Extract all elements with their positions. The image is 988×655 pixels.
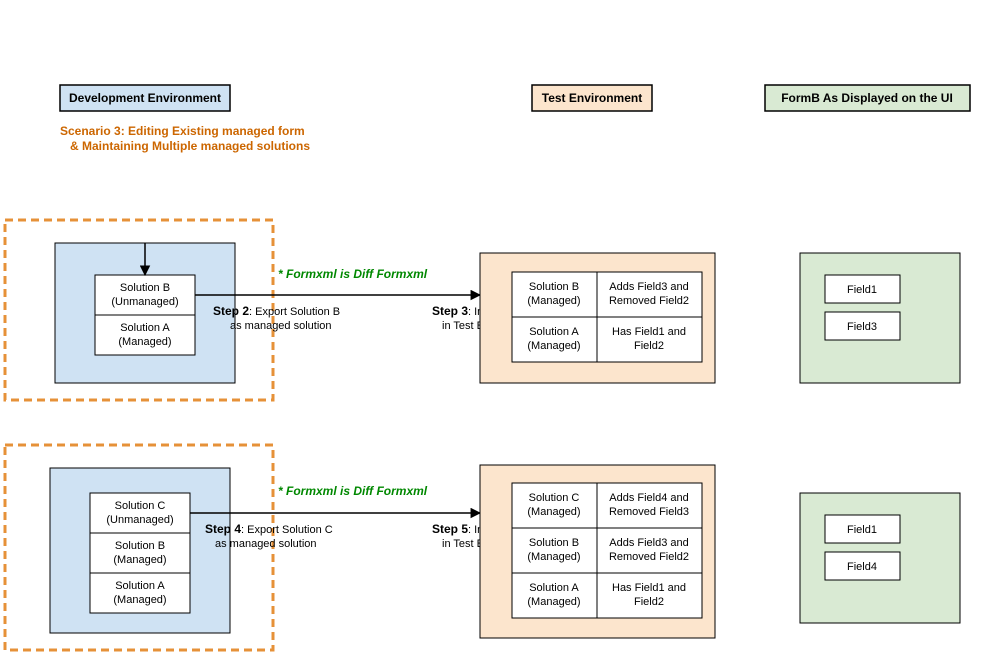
test2-1-a1: Solution B xyxy=(529,537,579,549)
header-dev-label: Development Environment xyxy=(69,91,221,105)
test2-0-b1: Adds Field4 and xyxy=(609,492,689,504)
step2-line-b: as managed solution xyxy=(230,320,332,332)
diff-note-2: * Formxml is Diff Formxml xyxy=(278,484,428,498)
dev1-cell-1 xyxy=(95,315,195,355)
dev2-cell-0 xyxy=(90,493,190,533)
step4-line: Step 4: Export Solution C xyxy=(205,522,333,536)
test2-2-a1: Solution A xyxy=(529,582,579,594)
dev2-0-l2: (Unmanaged) xyxy=(106,514,173,526)
test2-0-a1: Solution C xyxy=(529,492,580,504)
diagram-canvas: Development Environment Test Environment… xyxy=(0,0,988,655)
header-test-label: Test Environment xyxy=(542,91,642,105)
scenario-line1: Scenario 3: Editing Existing managed for… xyxy=(60,124,305,138)
test1-1-a2: (Managed) xyxy=(527,340,580,352)
step4-line-b: as managed solution xyxy=(215,538,317,550)
dev2-1-l1: Solution B xyxy=(115,540,165,552)
dev2-0-l1: Solution C xyxy=(115,500,166,512)
test2-2-b1: Has Field1 and xyxy=(612,582,686,594)
dev1-cell-0 xyxy=(95,275,195,315)
diff-note-1: * Formxml is Diff Formxml xyxy=(278,267,428,281)
test2-0-b2: Removed Field3 xyxy=(609,506,689,518)
test2-1-b2: Removed Field2 xyxy=(609,551,689,563)
test2-2-a2: (Managed) xyxy=(527,596,580,608)
test1-0-a2: (Managed) xyxy=(527,295,580,307)
test2-1-b1: Adds Field3 and xyxy=(609,537,689,549)
test1-1-b1: Has Field1 and xyxy=(612,326,686,338)
dev2-cell-2 xyxy=(90,573,190,613)
ui1-field-0-label: Field1 xyxy=(847,284,877,296)
header-ui-label: FormB As Displayed on the UI xyxy=(781,91,953,105)
ui1-field-1-label: Field3 xyxy=(847,321,877,333)
dev2-2-l1: Solution A xyxy=(115,580,165,592)
test2-1-a2: (Managed) xyxy=(527,551,580,563)
test1-1-b2: Field2 xyxy=(634,340,664,352)
dev1-cell-0-l2: (Unmanaged) xyxy=(111,296,178,308)
dev1-cell-1-l2: (Managed) xyxy=(118,336,171,348)
test2-2-b2: Field2 xyxy=(634,596,664,608)
dev2-1-l2: (Managed) xyxy=(113,554,166,566)
ui2-field-1-label: Field4 xyxy=(847,561,877,573)
dev1-cell-0-l1: Solution B xyxy=(120,282,170,294)
test1-0-a1: Solution B xyxy=(529,281,579,293)
dev2-2-l2: (Managed) xyxy=(113,594,166,606)
test2-0-a2: (Managed) xyxy=(527,506,580,518)
scenario-line2: & Maintaining Multiple managed solutions xyxy=(70,139,310,153)
dev2-cell-1 xyxy=(90,533,190,573)
step2-line: Step 2: Export Solution B xyxy=(213,304,340,318)
test1-0-b2: Removed Field2 xyxy=(609,295,689,307)
ui2-field-0-label: Field1 xyxy=(847,524,877,536)
test1-0-b1: Adds Field3 and xyxy=(609,281,689,293)
dev1-cell-1-l1: Solution A xyxy=(120,322,170,334)
test1-1-a1: Solution A xyxy=(529,326,579,338)
